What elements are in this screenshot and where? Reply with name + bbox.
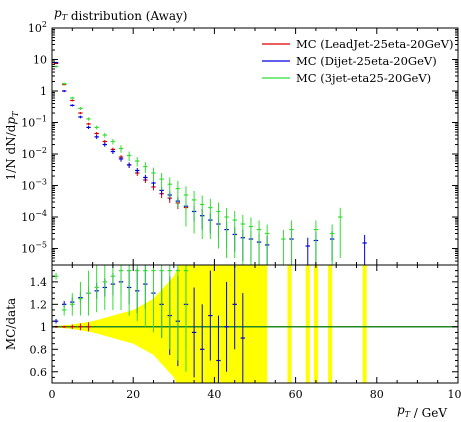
ratio-y-tick-label: 1 [40,321,47,334]
y-tick-label: 10−3 [21,178,47,193]
legend-label: MC (3jet-eta25-20GeV) [296,71,431,85]
y-tick-label: 10 [33,54,47,67]
main-y-axis: 10−5 10−4 10−3 10−2 10−1 1 10 102 [21,20,458,266]
y-tick-label: 10−2 [21,146,47,161]
y-tick-label: 102 [28,20,47,35]
ratio-y-tick-label: 0.8 [30,343,48,356]
main-y-axis-label: 1/N dN/dpT [4,111,20,181]
uncertainty-spike-63 [305,265,310,383]
x-tick-label: 0 [49,388,56,401]
ratio-y-axis: 0.6 0.8 1 1.2 1.4 [30,264,458,379]
x-tick-label: 40 [207,388,221,401]
ratio-y-axis-label: MC/data [4,298,18,350]
ratio-uncertainty-band [52,265,367,383]
y-tick-label: 10−5 [21,241,47,256]
x-axis-label: pT / GeV [397,403,447,420]
x-tick-label: 100 [448,388,461,401]
main-series-mc-leadjet-25eta-20gev [53,62,189,215]
uncertainty-spike-68-5 [328,265,333,383]
x-tick-label: 80 [370,388,384,401]
x-tick-label: 60 [289,388,303,401]
legend-entry-mc-dijet-25eta-20gev: MC (Dijet-25eta-20GeV) [262,54,437,68]
legend-entry-mc-leadjet-25eta-20gev: MC (LeadJet-25eta-20GeV) [262,37,454,51]
main-series-mc-3jet-eta25-20gev [53,65,343,265]
uncertainty-spike-77 [362,265,367,383]
x-axis: 0 20 40 60 80 100 [49,28,461,401]
legend: MC (LeadJet-25eta-20GeV) MC (Dijet-25eta-… [262,37,454,85]
uncertainty-band-area [52,265,268,383]
main-series [53,61,367,265]
uncertainty-spike-58-5 [287,265,292,383]
ratio-y-tick-label: 0.6 [30,366,48,379]
ratio-series [53,265,246,383]
ratio-y-tick-label: 1.2 [30,298,48,311]
ratio-y-tick-label: 1.4 [30,276,48,289]
chart-title: pT distribution (Away) [54,6,187,23]
x-tick-label: 20 [126,388,140,401]
legend-entry-mc-3jet-eta25-20gev: MC (3jet-eta25-20GeV) [262,71,431,85]
uncertainty-spike-65 [313,265,318,383]
legend-label: MC (LeadJet-25eta-20GeV) [296,37,454,51]
legend-label: MC (Dijet-25eta-20GeV) [296,54,437,68]
ratio-series-3jet [53,265,189,372]
y-tick-label: 10−1 [21,115,47,130]
y-tick-label: 1 [40,85,47,98]
y-tick-label: 10−4 [21,209,47,224]
